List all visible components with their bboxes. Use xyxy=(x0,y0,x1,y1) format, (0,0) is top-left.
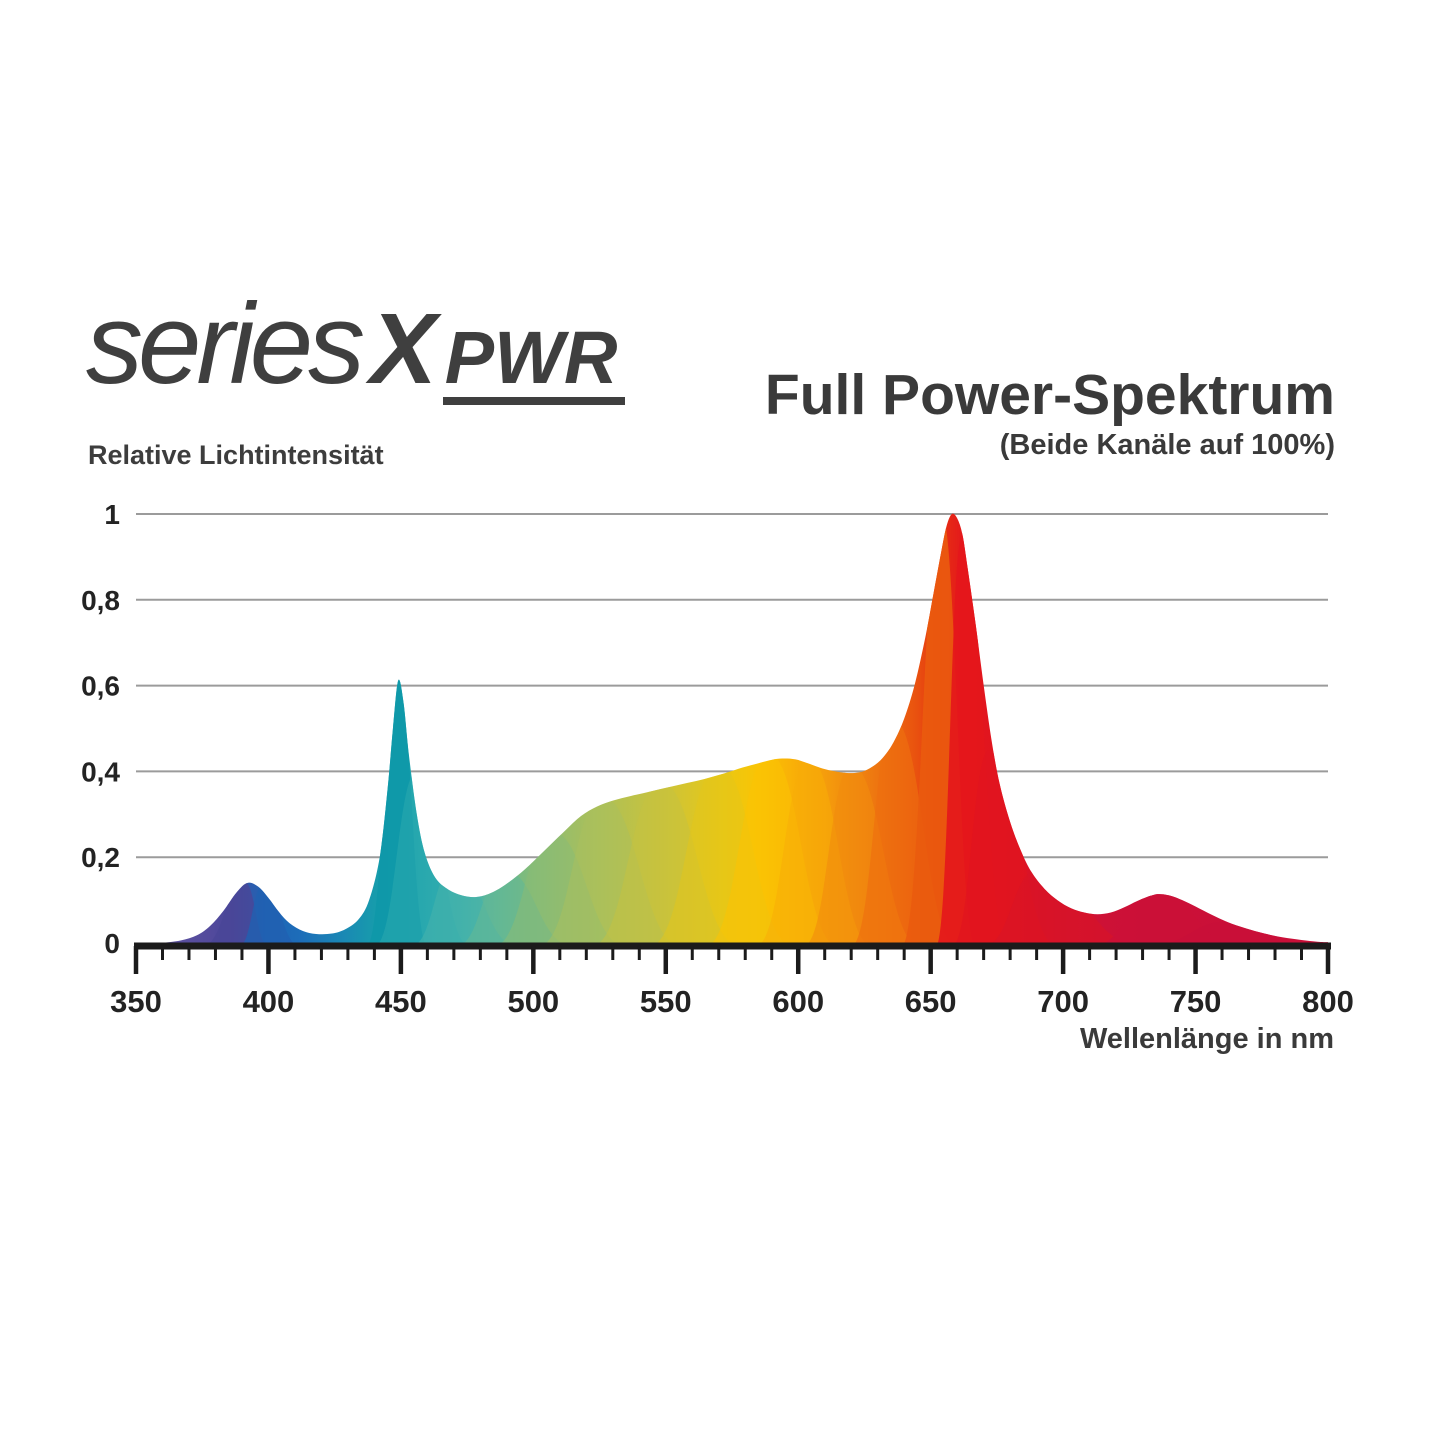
spectrum-layer xyxy=(983,870,1143,946)
x-tick-label: 600 xyxy=(772,984,824,1019)
logo-pwr-text: PWR xyxy=(442,321,626,405)
x-tick-label: 650 xyxy=(905,984,957,1019)
y-tick-labels: 0 0,2 0,4 0,6 0,8 1 xyxy=(81,499,120,959)
x-tick-label: 750 xyxy=(1170,984,1222,1019)
x-tick-label: 550 xyxy=(640,984,692,1019)
y-tick-label: 0 xyxy=(104,928,120,959)
y-tick-label: 0,4 xyxy=(81,756,120,787)
chart-title: Full Power-Spektrum xyxy=(764,363,1335,427)
spectrum-area xyxy=(162,513,1328,946)
brand-logo: series X PWR xyxy=(86,281,626,408)
x-tick-label: 350 xyxy=(110,984,162,1019)
spectrum-layer xyxy=(239,885,301,946)
y-axis-title: Relative Lichtintensität xyxy=(88,440,384,470)
y-tick-label: 0,8 xyxy=(81,585,120,616)
logo-x-text: X xyxy=(370,293,437,405)
gridlines xyxy=(136,513,1328,859)
chart-title-block: Full Power-Spektrum (Beide Kanäle auf 10… xyxy=(764,363,1335,463)
y-tick-label: 0,6 xyxy=(81,671,120,702)
x-tick-label: 700 xyxy=(1037,984,1089,1019)
y-tick-label: 1 xyxy=(104,499,120,530)
spectrum-layers xyxy=(202,513,1321,946)
spectrum-layer xyxy=(1147,921,1321,946)
logo-series-text: series xyxy=(86,281,365,408)
chart-subtitle: (Beide Kanäle auf 100%) xyxy=(999,428,1335,461)
x-tick-labels: 350 400 450 500 550 600 650 700 750 800 xyxy=(110,984,1354,1019)
x-axis xyxy=(133,942,1331,974)
x-tick-label: 400 xyxy=(243,984,295,1019)
x-tick-label: 800 xyxy=(1302,984,1354,1019)
y-tick-label: 0,2 xyxy=(81,842,120,873)
x-tick-label: 450 xyxy=(375,984,427,1019)
x-tick-label: 500 xyxy=(507,984,559,1019)
x-axis-title: Wellenlänge in nm xyxy=(1080,1023,1334,1055)
